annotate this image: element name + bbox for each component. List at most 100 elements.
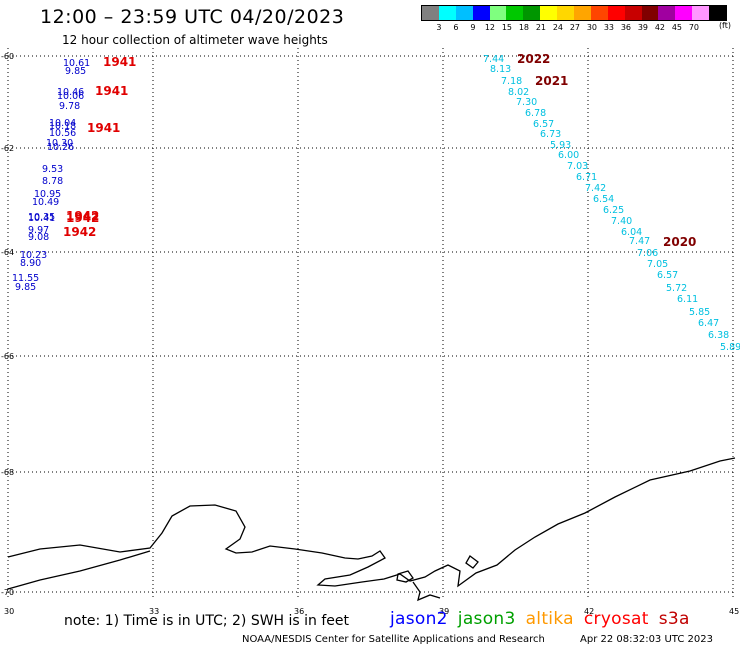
wave-height-value: 5.93: [550, 140, 571, 151]
color-swatch: [641, 6, 659, 20]
wave-height-value: 10.26: [47, 142, 74, 153]
latitude-label: -62: [1, 144, 14, 153]
wave-height-value: 6.78: [525, 108, 546, 119]
color-scale-tick: 3: [436, 23, 442, 32]
page-title: 12:00 – 23:59 UTC 04/20/2023: [40, 6, 345, 28]
wave-height-value: 6.04: [621, 227, 642, 238]
color-scale-tick: 45: [671, 23, 682, 32]
color-swatch: [624, 6, 642, 20]
time-label: 1941: [87, 121, 120, 135]
color-scale-tick: 33: [603, 23, 614, 32]
wave-height-value: 5.72: [666, 283, 687, 294]
color-swatch: [472, 6, 490, 20]
color-swatch: [590, 6, 608, 20]
color-scale-tick: 24: [552, 23, 563, 32]
latitude-label: -68: [1, 468, 14, 477]
color-swatch: [607, 6, 625, 20]
wave-height-value: 6.54: [593, 194, 614, 205]
color-scale-tick: 9: [470, 23, 476, 32]
color-swatch: [523, 6, 541, 20]
latitude-label: -70: [1, 588, 14, 597]
wave-height-value: 10.06: [57, 91, 84, 102]
wave-height-value: 7.05: [647, 259, 668, 270]
wave-height-value: 11.55: [12, 273, 39, 284]
color-swatch: [455, 6, 473, 20]
wave-height-value: 10.35: [28, 212, 55, 223]
wave-height-value: 9.78: [59, 101, 80, 112]
wave-height-value: 10.23: [20, 250, 47, 261]
satellite-legend: jason2 jason3 altika cryosat s3a: [390, 609, 700, 629]
wave-height-value: 8.78: [42, 176, 63, 187]
color-swatch: [574, 6, 591, 20]
wave-height-value: 10.41: [28, 213, 55, 224]
longitude-label: 36: [294, 607, 304, 616]
wave-height-value: 9.08: [28, 232, 49, 243]
wave-height-value: 8.90: [20, 258, 41, 269]
time-label: 2021: [535, 74, 568, 88]
wave-height-value: 6.11: [677, 294, 698, 305]
color-swatch: [489, 6, 507, 20]
lat-lon-grid: [7, 48, 735, 600]
color-scale-legend: 3 6 9 12 15 18 21 24 27 30 33 36 39 42 45 70 (ft): [421, 5, 731, 35]
wave-height-value: 6.71: [576, 172, 597, 183]
wave-height-value: 6.57: [533, 119, 554, 130]
wave-height-value: 9.97: [28, 225, 49, 236]
east-track-values: 7.448.137.188.027.306.786.576.735.936.00…: [483, 54, 740, 353]
color-swatch: [675, 6, 693, 20]
wave-height-value: 7.40: [611, 216, 632, 227]
wave-height-value: 6.57: [657, 270, 678, 281]
wave-height-value: 6.00: [558, 150, 579, 161]
footer-timestamp: Apr 22 08:32:03 UTC 2023: [580, 634, 713, 645]
page-subtitle: 12 hour collection of altimeter wave hei…: [62, 33, 328, 47]
time-label: 2022: [517, 52, 550, 66]
wave-height-value: 9.85: [65, 66, 86, 77]
coastline-shore-lower: [412, 581, 441, 602]
wave-height-value: 10.46: [57, 87, 84, 98]
antarctic-coastline: [7, 457, 736, 588]
wave-height-value: 6.73: [540, 129, 561, 140]
color-scale-tick: 15: [501, 23, 512, 32]
time-label: 1941: [103, 55, 136, 69]
wave-height-value: 6.25: [603, 205, 624, 216]
satellite-jason2: jason2: [390, 609, 448, 629]
color-scale-tick: 36: [620, 23, 631, 32]
satellite-s3a: s3a: [658, 609, 690, 629]
wave-height-value: 7.03: [567, 161, 588, 172]
wave-height-value: 7.30: [516, 97, 537, 108]
west-track-values: 10.619.8510.4610.069.7810.0410.1810.5610…: [12, 58, 90, 293]
color-swatch: [709, 6, 727, 20]
color-scale-unit: (ft): [718, 21, 731, 30]
satellite-altika: altika: [525, 609, 574, 629]
wave-height-value: 8.13: [490, 64, 511, 75]
color-scale-bar: [421, 5, 727, 21]
longitude-label: 42: [584, 607, 594, 616]
latitude-label: -60: [1, 52, 14, 61]
color-swatch: [540, 6, 558, 20]
color-swatch: [692, 6, 710, 20]
wave-height-value: 7.47: [629, 236, 650, 247]
time-label: 1942: [66, 209, 99, 223]
color-scale-tick: 27: [569, 23, 580, 32]
time-label: 1942: [63, 225, 96, 239]
color-scale-tick: 21: [535, 23, 546, 32]
color-scale-tick: 42: [654, 23, 665, 32]
wave-height-value: 10.04: [49, 118, 76, 129]
wave-height-value: 10.49: [32, 197, 59, 208]
wave-height-value: 8.02: [508, 87, 529, 98]
color-scale-tick: 30: [586, 23, 597, 32]
wave-height-value: 10.18: [49, 121, 76, 132]
wave-height-value: 10.30: [46, 138, 73, 149]
coastline-island-inlet: [396, 570, 414, 583]
wave-height-value: 6.38: [708, 330, 729, 341]
color-swatch: [557, 6, 575, 20]
color-swatch: [506, 6, 524, 20]
color-scale-tick: 39: [637, 23, 648, 32]
color-swatch: [438, 6, 456, 20]
color-scale-tick: 70: [688, 23, 699, 32]
wave-height-value: 7.18: [501, 76, 522, 87]
time-label: 2020: [663, 235, 696, 249]
wave-height-value: 10.56: [49, 128, 76, 139]
satellite-cryosat: cryosat: [583, 609, 649, 629]
color-scale-tick: 6: [453, 23, 459, 32]
